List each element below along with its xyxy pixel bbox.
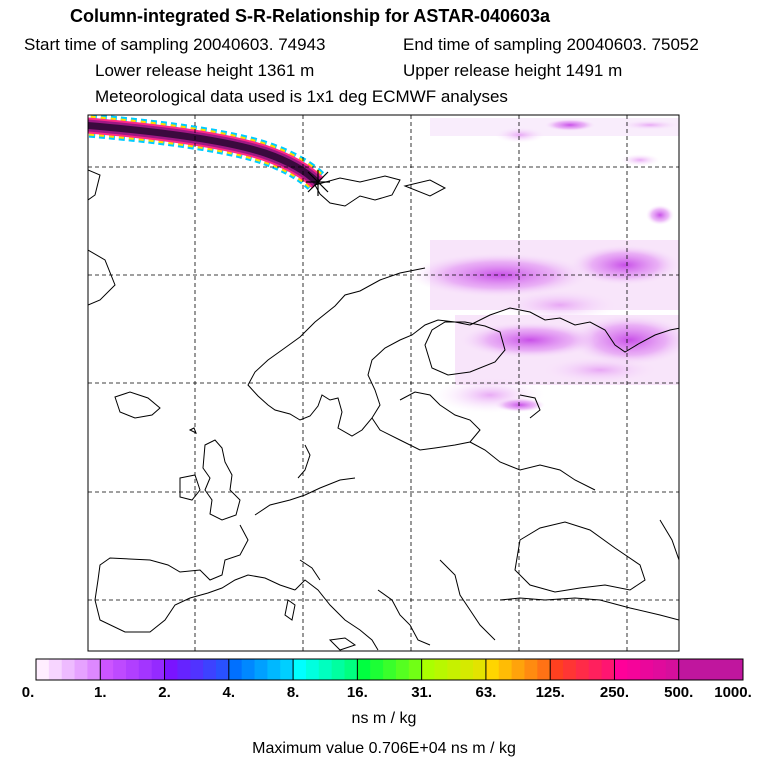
colorbar-segment xyxy=(305,659,320,680)
colorbar-segment xyxy=(640,659,654,680)
colorbar-segment xyxy=(524,659,538,680)
colorbar-segment xyxy=(177,659,191,680)
colorbar-segment xyxy=(665,659,680,680)
colorbar-segment xyxy=(498,659,513,680)
colorbar-segment xyxy=(293,659,307,680)
colorbar-tick-label: 500. xyxy=(664,684,694,701)
sensitivity-field xyxy=(88,115,679,651)
colorbar-segment xyxy=(678,659,693,680)
colorbar xyxy=(35,659,744,680)
colorbar-segment xyxy=(113,659,127,680)
lower-release-label: Lower release height 1361 m xyxy=(95,61,315,80)
max-value-label: Maximum value 0.706E+04 ns m / kg xyxy=(252,740,516,757)
colorbar-segment xyxy=(370,659,384,680)
colorbar-segment xyxy=(563,659,577,680)
colorbar-segment xyxy=(588,659,603,680)
colorbar-segment xyxy=(485,659,500,680)
map-frame xyxy=(87,114,680,652)
colorbar-segment xyxy=(357,659,371,680)
start-time-label: Start time of sampling 20040603. 74943 xyxy=(24,35,326,54)
release-site-marker xyxy=(306,170,330,196)
met-data-label: Meteorological data used is 1x1 deg ECMW… xyxy=(95,87,508,106)
colorbar-tick-label: 0. xyxy=(21,684,35,701)
chart-title: Column-integrated S-R-Relationship for A… xyxy=(70,6,551,26)
colorbar-segment xyxy=(74,659,88,680)
colorbar-segment xyxy=(717,659,731,680)
end-time-label: End time of sampling 20040603. 75052 xyxy=(403,35,699,54)
colorbar-segment xyxy=(344,659,358,680)
colorbar-tick-label: 16. xyxy=(346,684,368,701)
graticule xyxy=(88,115,679,651)
colorbar-segment xyxy=(267,659,281,680)
colorbar-segment xyxy=(100,659,114,680)
colorbar-tick-label: 4. xyxy=(222,684,236,701)
colorbar-tick-label: 1. xyxy=(94,684,107,701)
colorbar-segment xyxy=(164,659,178,680)
colorbar-segment xyxy=(318,659,333,680)
colorbar-frame xyxy=(35,658,744,681)
colorbar-segment xyxy=(241,659,256,680)
colorbar-segment xyxy=(537,659,551,680)
colorbar-segment xyxy=(383,659,397,680)
upper-release-label: Upper release height 1491 m xyxy=(403,61,623,80)
colorbar-segment xyxy=(550,659,564,680)
colorbar-segment xyxy=(408,659,423,680)
colorbar-segment xyxy=(203,659,217,680)
colorbar-segment xyxy=(601,659,615,680)
colorbar-segment xyxy=(434,659,448,680)
colorbar-segment xyxy=(704,659,718,680)
colorbar-segment xyxy=(254,659,268,680)
colorbar-segment xyxy=(614,659,628,680)
colorbar-segment xyxy=(473,659,487,680)
colorbar-segment xyxy=(511,659,525,680)
colorbar-segment xyxy=(228,659,243,680)
colorbar-segment xyxy=(691,659,705,680)
colorbar-segment xyxy=(280,659,294,680)
colorbar-segment xyxy=(331,659,346,680)
colorbar-segment xyxy=(575,659,590,680)
colorbar-segment xyxy=(61,659,76,680)
colorbar-segment xyxy=(627,659,641,680)
colorbar-tick-label: 8. xyxy=(286,684,300,701)
colorbar-tick-label: 63. xyxy=(475,684,497,701)
colorbar-segment xyxy=(87,659,101,680)
colorbar-segment xyxy=(421,659,435,680)
coastlines xyxy=(88,169,679,651)
colorbar-segment xyxy=(190,659,204,680)
colorbar-units: ns m / kg xyxy=(351,710,417,727)
colorbar-tick-label: 2. xyxy=(158,684,171,701)
colorbar-segment xyxy=(151,659,166,680)
colorbar-segment xyxy=(125,659,140,680)
colorbar-tick-label: 31. xyxy=(411,684,433,701)
colorbar-segment xyxy=(48,659,63,680)
colorbar-segment xyxy=(138,659,153,680)
colorbar-tick-label: 250. xyxy=(599,684,630,701)
colorbar-segment xyxy=(460,659,474,680)
colorbar-segment xyxy=(653,659,667,680)
colorbar-segment xyxy=(730,659,744,680)
colorbar-tick-label: 125. xyxy=(535,684,565,701)
colorbar-segment xyxy=(447,659,461,680)
colorbar-tick-label: 1000. xyxy=(714,684,752,701)
colorbar-segment xyxy=(395,659,410,680)
colorbar-segment xyxy=(36,659,50,680)
colorbar-segment xyxy=(215,659,230,680)
